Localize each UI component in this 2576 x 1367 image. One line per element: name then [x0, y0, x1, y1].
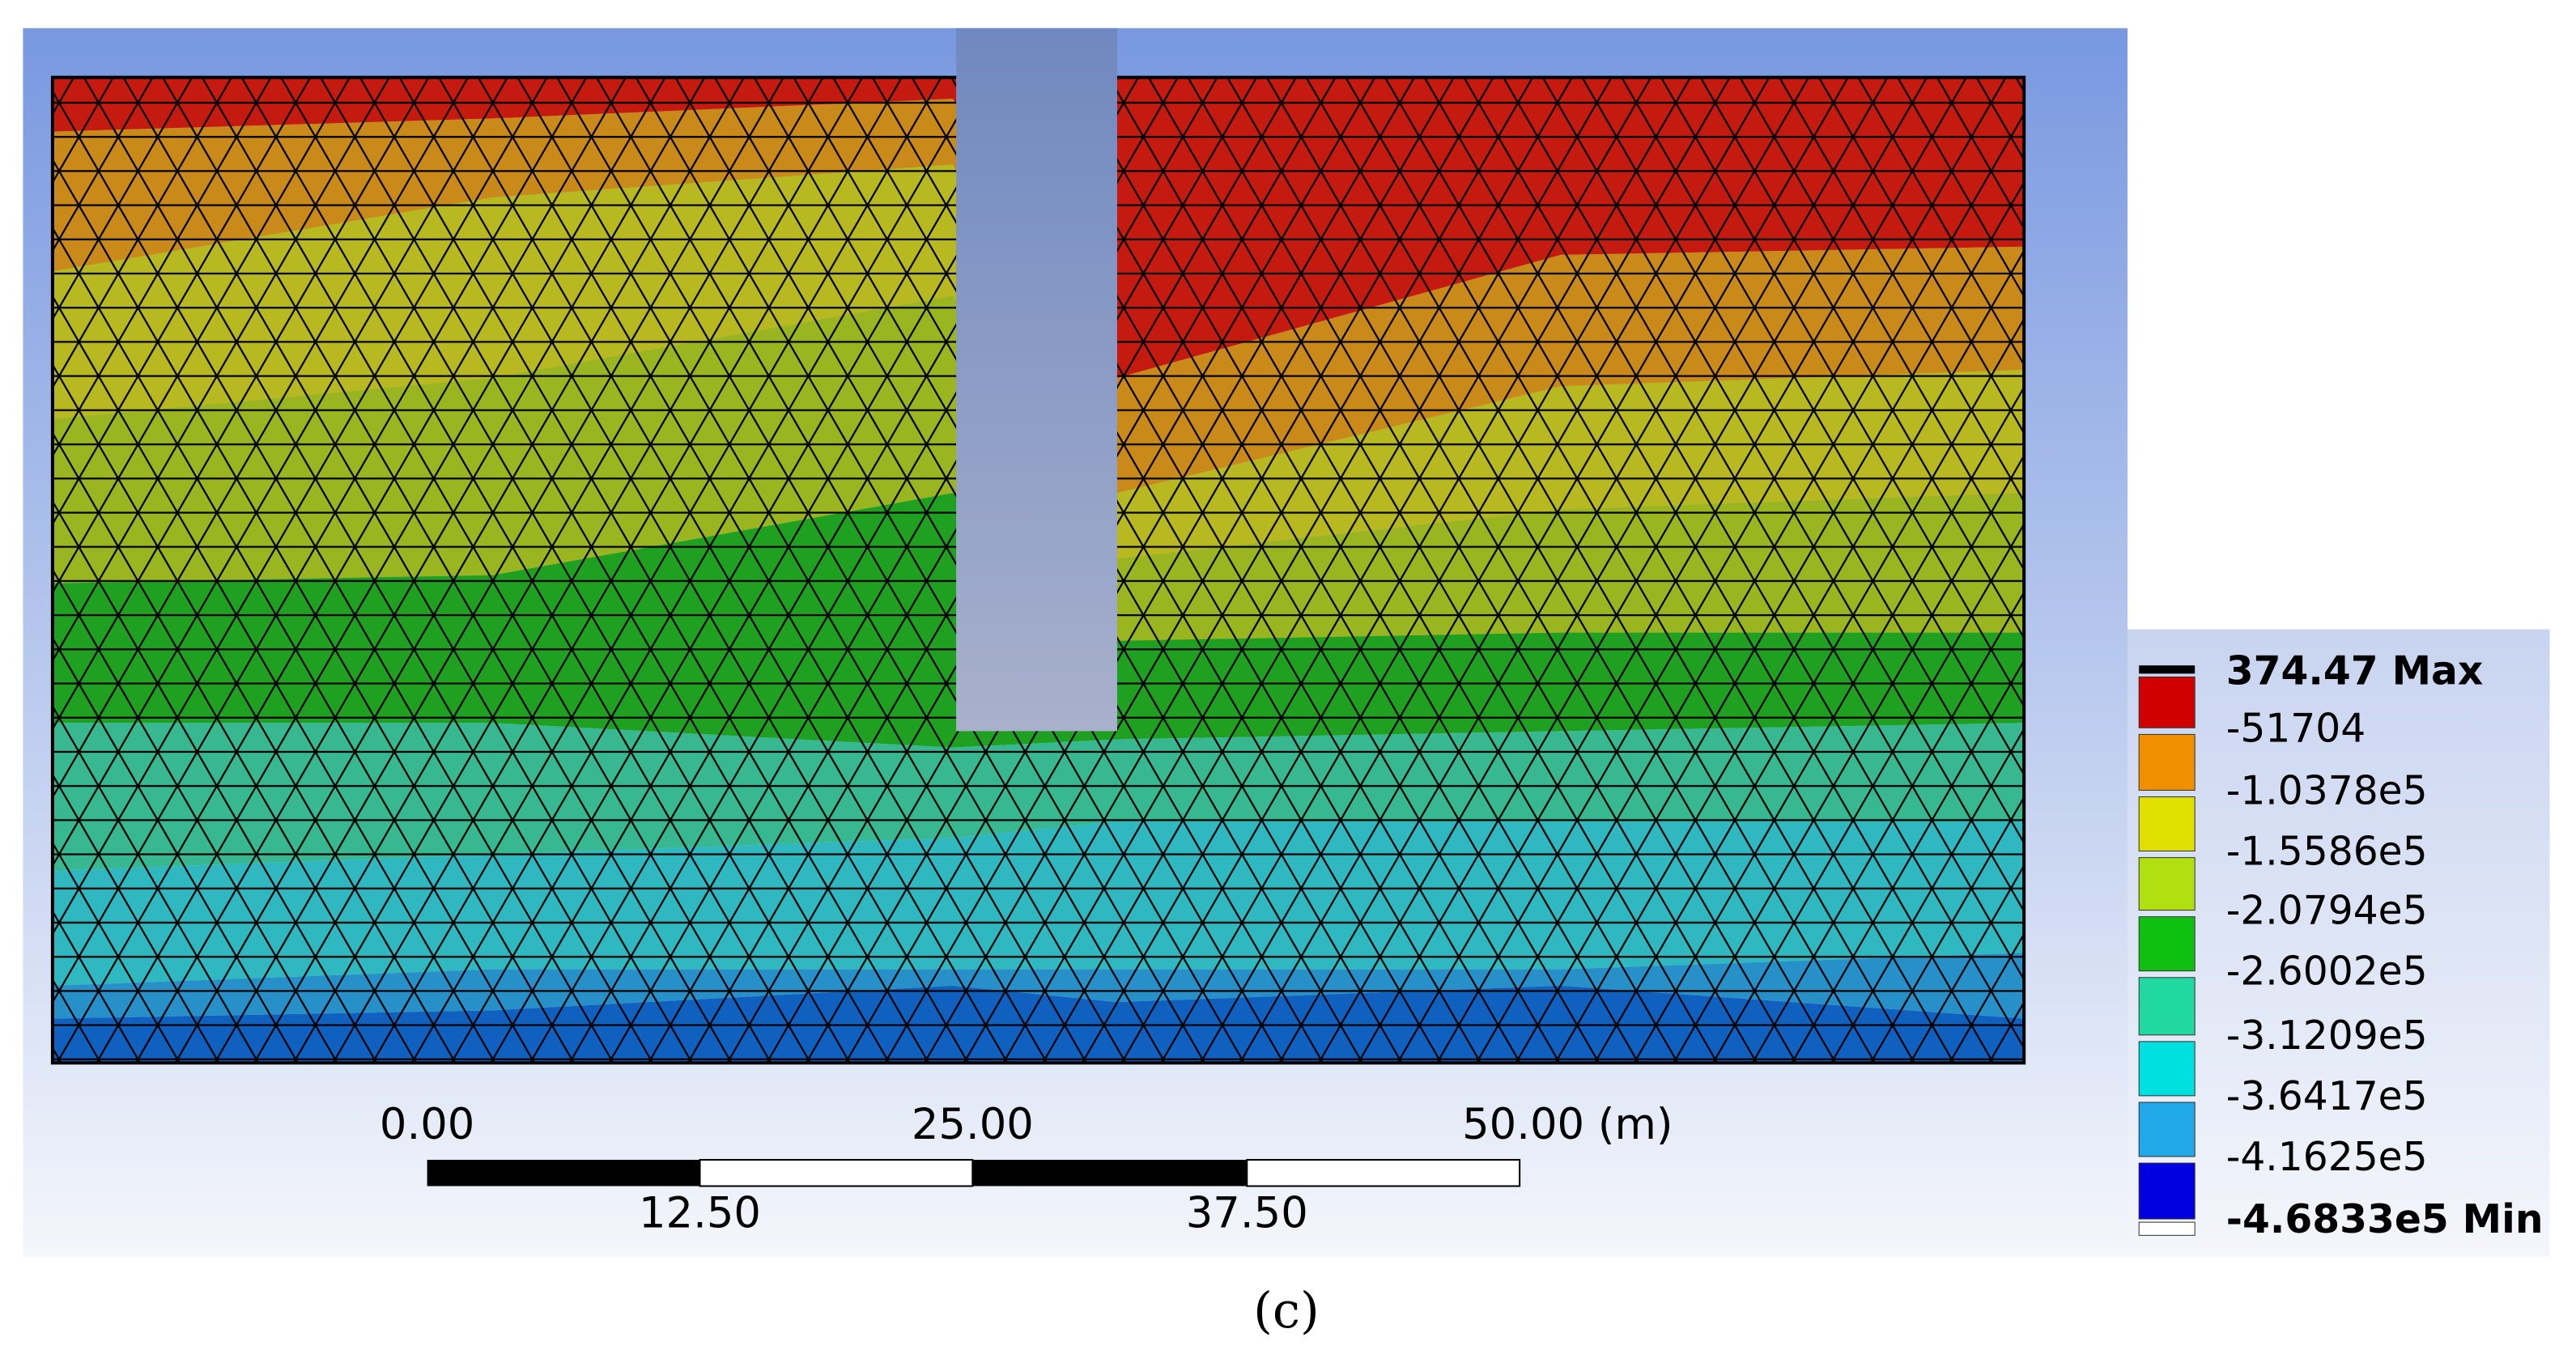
legend-label: -51704 — [2226, 706, 2366, 751]
legend-swatch — [2138, 857, 2196, 911]
scale-bar: 0.00 25.00 50.00 (m) 12.50 37.50 — [380, 1100, 1673, 1238]
legend-label: -3.6417e5 — [2226, 1074, 2428, 1119]
legend-background — [2127, 629, 2550, 1257]
legend: 374.47 Max -51704 -1.0378e5 -1.5586e5 -2.079… — [2138, 648, 2544, 1242]
scale-segment — [427, 1160, 700, 1187]
legend-label: -3.1209e5 — [2226, 1013, 2428, 1059]
scale-label: 37.50 — [1186, 1189, 1308, 1238]
legend-label: -4.1625e5 — [2226, 1135, 2428, 1180]
scale-label: 25.00 — [912, 1100, 1034, 1149]
legend-label: -4.6833e5 Min — [2226, 1197, 2544, 1242]
scale-label: 50.00 (m) — [1462, 1100, 1673, 1149]
legend-swatch — [2138, 1162, 2196, 1220]
legend-swatch — [2138, 977, 2196, 1036]
legend-label: -1.0378e5 — [2226, 768, 2428, 813]
legend-label: -2.6002e5 — [2226, 949, 2428, 995]
legend-swatch — [2139, 665, 2196, 674]
legend-label: -1.5586e5 — [2226, 830, 2428, 875]
pile — [956, 28, 1117, 732]
legend-swatch — [2138, 1221, 2196, 1236]
scale-label: 12.50 — [639, 1189, 761, 1238]
legend-label: -2.0794e5 — [2226, 889, 2428, 934]
legend-swatch — [2138, 796, 2196, 851]
caption: (c) — [1253, 1282, 1320, 1339]
legend-label: 374.47 Max — [2226, 648, 2484, 694]
legend-swatch — [2138, 916, 2196, 972]
legend-swatch — [2138, 1102, 2196, 1157]
scale-segment — [972, 1160, 1248, 1187]
legend-swatch — [2138, 676, 2196, 728]
scale-segment — [1246, 1158, 1521, 1187]
legend-swatch — [2138, 733, 2196, 791]
legend-swatch — [2138, 1041, 2196, 1097]
scale-label: 0.00 — [380, 1100, 474, 1149]
scale-segment — [699, 1158, 974, 1187]
